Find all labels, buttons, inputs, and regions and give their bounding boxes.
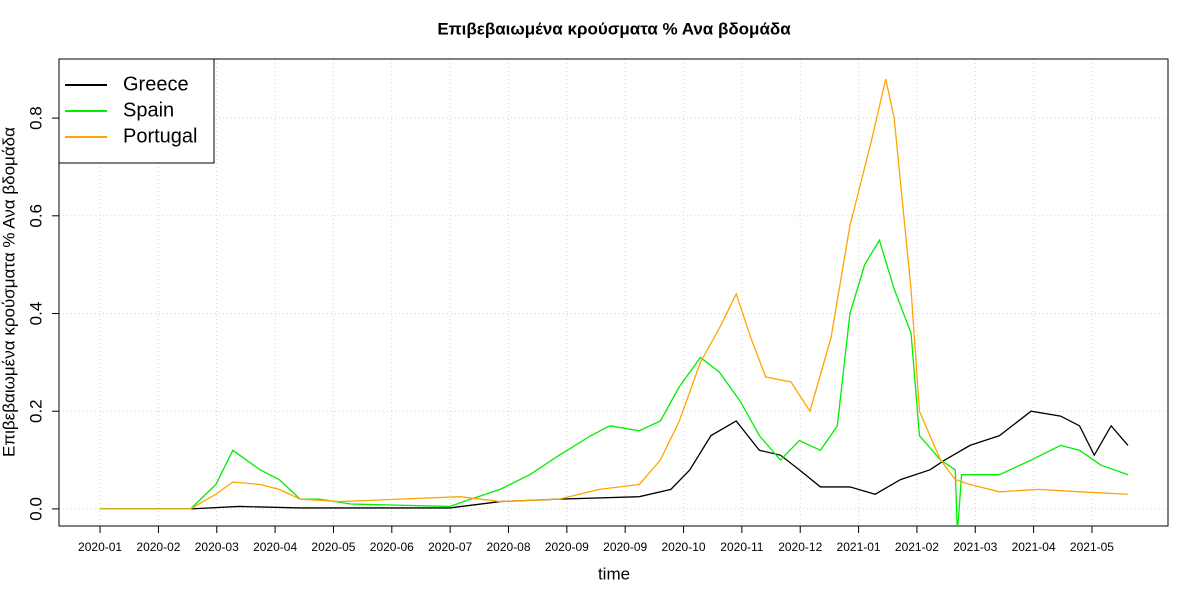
x-tick-label: 2020-09 <box>545 540 589 554</box>
y-tick-label: 0.4 <box>26 302 45 326</box>
x-tick-label: 2020-09 <box>603 540 647 554</box>
x-tick-label: 2021-01 <box>837 540 881 554</box>
x-tick-label: 2020-08 <box>486 540 530 554</box>
x-tick-label: 2020-03 <box>195 540 239 554</box>
x-axis-title: time <box>598 564 630 583</box>
y-tick-label: 0.0 <box>26 497 45 521</box>
legend-label: Spain <box>123 99 174 121</box>
plot-area <box>100 78 1129 526</box>
x-tick-label: 2021-03 <box>953 540 997 554</box>
series-line <box>100 78 1129 510</box>
plot-frame <box>58 58 1169 527</box>
x-tick-label: 2020-01 <box>78 540 122 554</box>
y-tick-label: 0.6 <box>26 204 45 228</box>
y-tick-label: 0.8 <box>26 106 45 130</box>
chart-title: Επιβεβαιωμένα κρούσματα % Ανα βδομάδα <box>437 19 791 38</box>
y-axis-title: Επιβεβαιωμένα κρούσματα % Ανα βδομάδα <box>0 127 18 457</box>
legend-label: Greece <box>123 73 189 95</box>
legend-label: Portugal <box>123 125 198 147</box>
series-line <box>100 238 1129 526</box>
x-tick-label: 2020-05 <box>311 540 355 554</box>
x-tick-label: 2020-07 <box>428 540 472 554</box>
x-tick-label: 2020-11 <box>720 540 763 554</box>
x-tick-label: 2021-05 <box>1070 540 1114 554</box>
legend-box <box>58 58 215 164</box>
x-tick-label: 2021-02 <box>895 540 939 554</box>
x-tick-label: 2020-04 <box>253 540 297 554</box>
x-tick-label: 2020-12 <box>778 540 822 554</box>
series-line <box>100 410 1129 510</box>
x-tick-label: 2021-04 <box>1012 540 1056 554</box>
y-tick-label: 0.2 <box>26 399 45 423</box>
x-tick-label: 2020-02 <box>136 540 180 554</box>
x-tick-label: 2020-10 <box>662 540 706 554</box>
x-tick-label: 2020-06 <box>370 540 414 554</box>
